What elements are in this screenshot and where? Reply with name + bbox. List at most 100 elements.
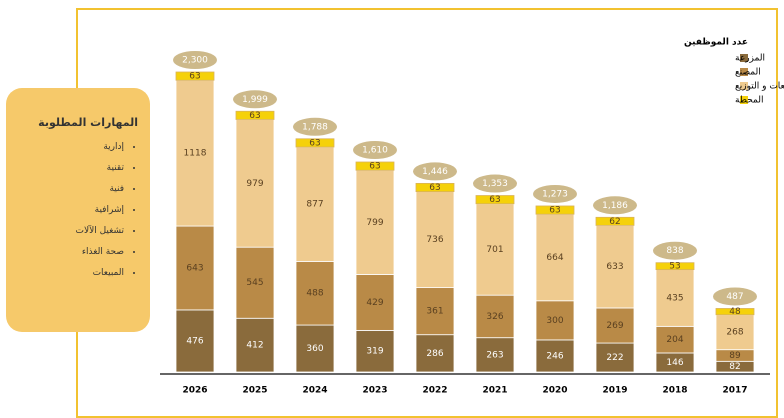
bar-segment [475,195,515,205]
segment-label: 643 [186,263,203,273]
bar-segment [355,274,395,331]
total-bubble [353,141,397,159]
segment-label: 63 [489,195,500,205]
total-bubble [653,241,697,260]
legend-label: المبيعات و التوزيع [735,82,784,92]
skill-item: تقنية [6,158,124,179]
bar-segment [475,203,515,296]
skill-item: تشغيل الآلات [6,221,124,242]
total-bubble [413,162,457,181]
skill-item: إشرافية [6,200,124,221]
x-tick-label: 2018 [662,386,687,396]
segment-label: 63 [309,138,320,148]
legend-label: المزرعة [735,54,765,64]
segment-label: 799 [366,218,383,228]
bar-segment [535,213,575,302]
total-label: 2,300 [182,56,208,66]
skill-item: فنية [6,179,124,200]
bar-segment [415,287,455,336]
segment-label: 319 [366,347,383,357]
skill-item: إدارية [6,137,124,158]
bar-segment [595,216,635,226]
x-tick-label: 2023 [362,386,387,396]
segment-label: 53 [669,262,680,272]
bar-segment [235,317,275,373]
bar-segment [295,138,335,148]
legend-title: عدد الموظفين [684,38,748,48]
segment-label: 633 [606,262,623,272]
bar-segment [595,307,635,344]
legend-label: المحطة [735,96,763,106]
total-label: 1,446 [422,167,448,177]
total-label: 1,610 [362,146,388,156]
segment-label: 664 [546,253,563,263]
total-label: 487 [726,292,743,302]
total-label: 1,353 [482,179,508,189]
segment-label: 429 [366,298,383,308]
segment-label: 82 [729,362,740,372]
bar-segment [535,300,575,341]
x-tick-label: 2017 [722,386,747,396]
bar-segment [655,262,695,271]
x-tick-label: 2022 [422,386,447,396]
segment-label: 246 [546,351,563,361]
total-label: 1,186 [602,201,628,211]
legend-swatch [740,68,748,76]
total-label: 1,273 [542,189,568,199]
segment-label: 48 [729,307,741,317]
segment-label: 412 [246,341,263,351]
x-tick-label: 2020 [542,386,567,396]
bar-segment [415,191,455,289]
legend-label: المصنع [735,68,761,78]
x-tick-label: 2026 [182,386,207,396]
x-tick-label: 2019 [602,386,627,396]
segment-label: 263 [486,350,503,360]
segment-label: 204 [666,335,683,345]
legend-swatch [740,82,748,90]
total-bubble [233,90,277,109]
x-tick-label: 2025 [242,386,267,396]
segment-label: 63 [369,162,380,172]
segment-label: 361 [426,307,443,317]
segment-label: 701 [486,245,503,255]
legend-swatch [740,54,748,62]
segment-label: 326 [486,312,503,322]
segment-label: 63 [189,72,200,82]
segment-label: 63 [549,206,560,216]
bar-segment [355,169,395,275]
skill-item: المبيعات [6,263,124,284]
bar-segment [595,342,635,373]
total-bubble [593,196,637,215]
bar-segment [535,339,575,373]
total-bubble [293,117,337,136]
total-bubble [473,174,517,193]
segment-label: 360 [306,344,323,354]
segment-label: 488 [306,289,323,299]
bar-segment [415,182,455,193]
total-label: 1,999 [242,95,268,105]
skill-item: صحة الغذاء [6,242,124,263]
legend-swatch [740,96,748,104]
bar-segment [535,205,575,215]
total-label: 838 [666,246,683,256]
total-bubble [173,51,217,69]
segment-label: 476 [186,336,203,346]
bar-segment [655,269,695,327]
skills-list: إداريةتقنيةفنيةإشرافيةتشغيل الآلاتصحة ال… [6,137,138,284]
segment-label: 1118 [184,149,207,159]
segment-label: 286 [426,349,443,359]
bar-segment [655,325,695,354]
x-tick-label: 2021 [482,386,507,396]
bar-segment [295,146,335,262]
segment-label: 435 [666,293,683,303]
segment-label: 736 [426,235,443,245]
total-bubble [533,184,577,203]
bar-segment [355,161,395,171]
bar-segment [175,309,215,373]
bar-segment [355,329,395,373]
total-label: 1,788 [302,122,328,132]
bar-segment [235,110,275,120]
bar-segment [295,260,335,326]
